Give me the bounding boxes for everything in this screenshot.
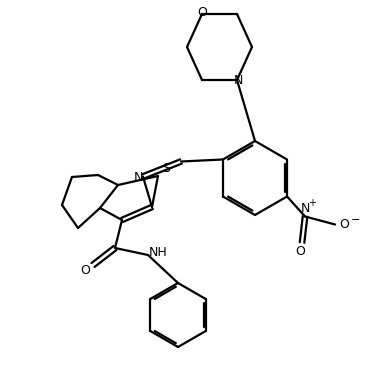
- Text: N: N: [233, 74, 243, 87]
- Text: O: O: [80, 263, 90, 277]
- Text: +: +: [308, 198, 316, 209]
- Text: O: O: [339, 218, 349, 231]
- Text: N: N: [133, 171, 143, 184]
- Text: O: O: [295, 245, 305, 258]
- Text: −: −: [350, 214, 360, 225]
- Text: O: O: [197, 6, 207, 19]
- Text: S: S: [162, 163, 170, 176]
- Text: NH: NH: [149, 247, 167, 260]
- Text: N: N: [300, 202, 310, 215]
